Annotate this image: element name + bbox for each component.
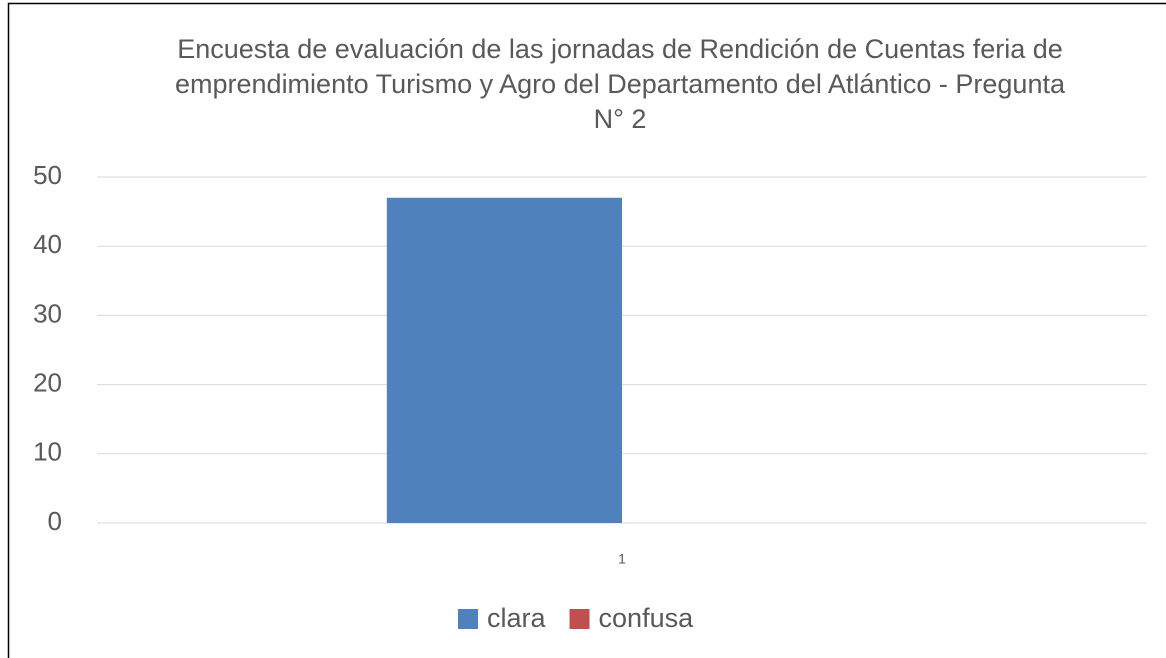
chart-title: Encuesta de evaluación de las jornadas d… bbox=[175, 34, 1065, 134]
x-tick-label: 1 bbox=[618, 551, 626, 567]
legend-label: confusa bbox=[599, 603, 695, 633]
bar bbox=[386, 197, 622, 523]
y-tick-label: 40 bbox=[33, 229, 62, 259]
legend-swatch bbox=[569, 609, 590, 629]
legend-label: clara bbox=[487, 603, 547, 633]
y-tick-label: 10 bbox=[33, 437, 62, 467]
y-tick-label: 30 bbox=[33, 298, 62, 328]
y-tick-label: 0 bbox=[48, 506, 62, 536]
y-tick-label: 50 bbox=[33, 160, 62, 190]
legend-swatch bbox=[458, 609, 478, 629]
y-tick-label: 20 bbox=[33, 367, 62, 397]
chart-border bbox=[7, 2, 1166, 658]
